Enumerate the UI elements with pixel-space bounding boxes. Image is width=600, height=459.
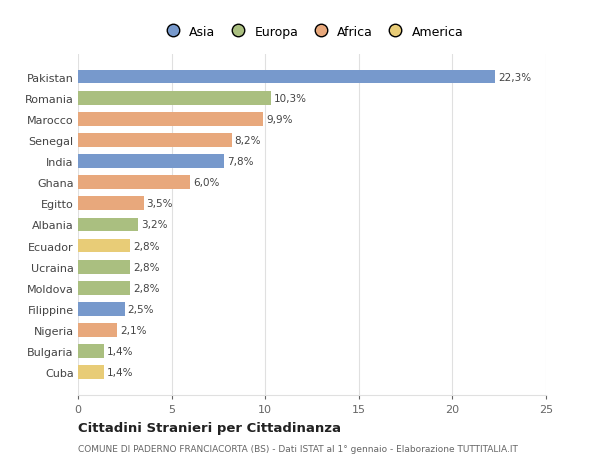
- Bar: [78, 112, 263, 126]
- Text: 2,8%: 2,8%: [133, 283, 160, 293]
- Bar: [78, 324, 118, 337]
- Text: 9,9%: 9,9%: [266, 115, 293, 124]
- Bar: [78, 366, 104, 379]
- Bar: [78, 92, 271, 105]
- Text: 1,4%: 1,4%: [107, 368, 134, 377]
- Text: 2,8%: 2,8%: [133, 262, 160, 272]
- Bar: [78, 71, 496, 84]
- Bar: [78, 176, 190, 190]
- Text: COMUNE DI PADERNO FRANCIACORTA (BS) - Dati ISTAT al 1° gennaio - Elaborazione TU: COMUNE DI PADERNO FRANCIACORTA (BS) - Da…: [78, 444, 518, 453]
- Bar: [78, 218, 138, 232]
- Bar: [78, 197, 143, 211]
- Text: Cittadini Stranieri per Cittadinanza: Cittadini Stranieri per Cittadinanza: [78, 421, 341, 434]
- Text: 2,1%: 2,1%: [120, 325, 146, 335]
- Bar: [78, 302, 125, 316]
- Text: 6,0%: 6,0%: [193, 178, 220, 188]
- Legend: Asia, Europa, Africa, America: Asia, Europa, Africa, America: [155, 21, 469, 44]
- Bar: [78, 155, 224, 168]
- Text: 2,8%: 2,8%: [133, 241, 160, 251]
- Text: 7,8%: 7,8%: [227, 157, 253, 167]
- Text: 1,4%: 1,4%: [107, 347, 134, 356]
- Text: 22,3%: 22,3%: [498, 73, 532, 82]
- Text: 2,5%: 2,5%: [128, 304, 154, 314]
- Text: 10,3%: 10,3%: [274, 94, 307, 103]
- Bar: [78, 239, 130, 253]
- Text: 8,2%: 8,2%: [235, 135, 261, 146]
- Bar: [78, 345, 104, 358]
- Bar: [78, 281, 130, 295]
- Bar: [78, 134, 232, 147]
- Text: 3,2%: 3,2%: [141, 220, 167, 230]
- Text: 3,5%: 3,5%: [146, 199, 173, 209]
- Bar: [78, 260, 130, 274]
